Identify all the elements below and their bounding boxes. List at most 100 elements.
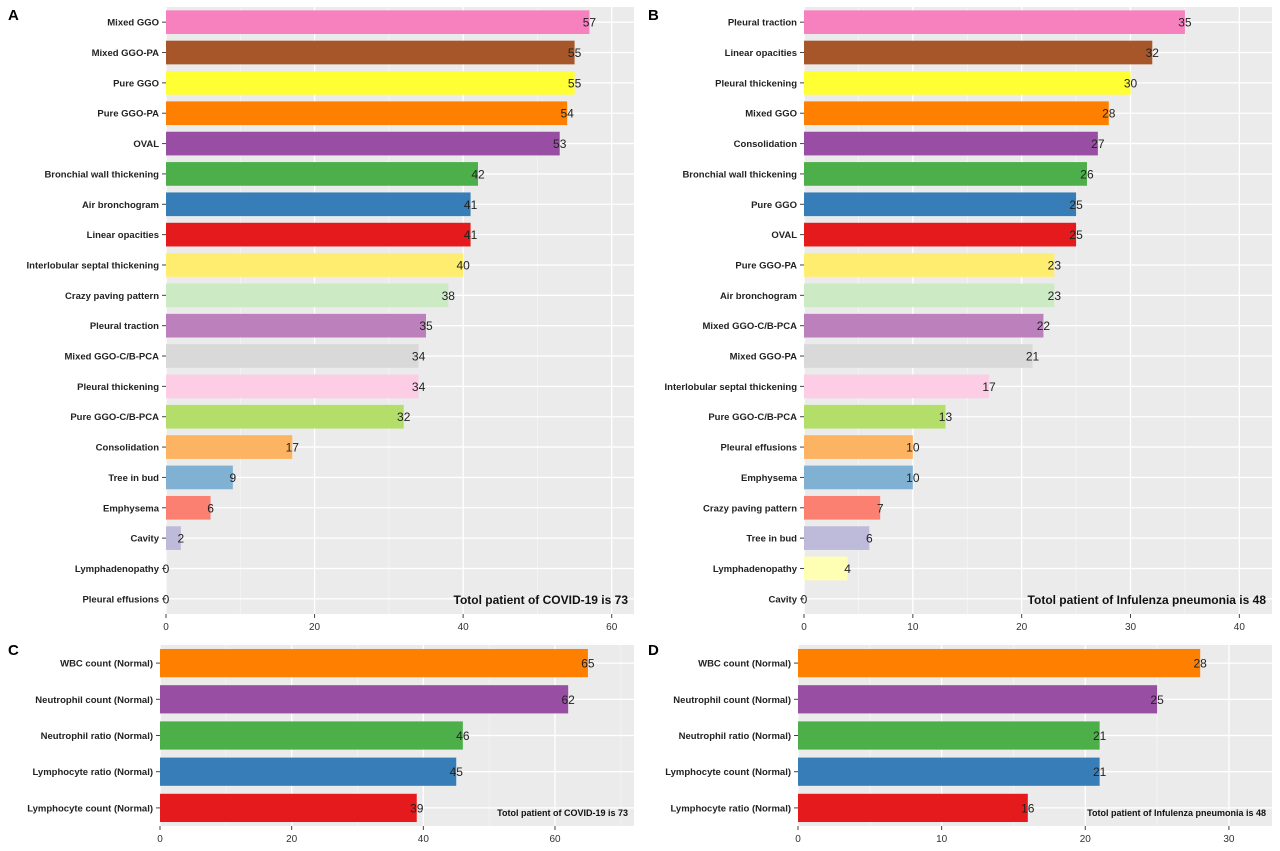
value-label: 6 [866,532,873,546]
value-label: 40 [456,258,470,272]
bar [166,404,404,429]
value-label: 23 [1048,258,1062,272]
category-label: Interlobular septal thickening [665,382,798,393]
bar [804,344,1033,368]
category-label: Neutrophil ratio (Normal) [679,731,791,742]
category-label: Pure GGO-C/B-PCA [70,412,159,423]
bar [166,495,211,520]
bar [166,435,293,459]
category-label: Pleural effusions [720,443,797,454]
value-label: 45 [450,765,464,779]
value-label: 32 [1146,46,1160,60]
x-tick-label: 40 [458,622,470,633]
category-label: Consolidation [96,443,160,454]
category-label: Mixed GGO-PA [92,48,160,59]
category-label: WBC count (Normal) [60,659,153,670]
category-label: Mixed GGO [107,18,159,29]
x-tick-label: 0 [801,622,807,633]
category-label: Pleural effusions [82,594,159,605]
value-label: 10 [906,441,920,455]
category-label: Lymphocyte count (Normal) [27,803,153,814]
value-label: 28 [1102,107,1116,121]
value-label: 21 [1093,765,1107,779]
value-label: 34 [412,380,426,394]
value-label: 38 [442,289,456,303]
bar [166,101,568,126]
value-label: 54 [560,107,574,121]
category-label: Tree in bud [108,473,159,484]
bar [166,71,575,95]
value-label: 30 [1124,76,1138,90]
category-label: Emphysema [741,473,798,484]
category-label: Linear opacities [725,48,797,59]
value-label: 0 [163,562,170,576]
x-tick-label: 0 [157,834,163,845]
category-label: Crazy paving pattern [703,503,797,514]
category-label: Pleural traction [90,321,159,332]
category-label: Linear opacities [87,230,159,241]
category-label: Crazy paving pattern [65,291,159,302]
category-label: Lymphocyte ratio (Normal) [670,803,791,814]
value-label: 17 [286,441,300,455]
value-label: 39 [410,801,424,815]
value-label: 35 [419,319,433,333]
bar [804,253,1055,277]
value-label: 41 [464,198,478,212]
panel-letter: B [648,7,659,24]
category-label: Bronchial wall thickening [44,169,159,180]
category-label: Interlobular septal thickening [27,260,160,271]
category-label: Neutrophil ratio (Normal) [41,731,153,742]
value-label: 0 [163,592,170,606]
bar [166,344,419,368]
x-tick-label: 30 [1125,622,1137,633]
category-label: Lymphocyte ratio (Normal) [32,767,153,778]
bar [166,192,471,217]
bar [798,757,1100,786]
bar [166,374,419,399]
value-label: 65 [581,657,595,671]
value-label: 22 [1037,319,1051,333]
x-tick-label: 20 [309,622,321,633]
category-label: Pure GGO-PA [97,109,159,120]
value-label: 6 [207,501,214,515]
category-label: Pleural traction [728,18,797,29]
value-label: 16 [1021,801,1035,815]
x-tick-label: 40 [1234,622,1246,633]
bar [160,793,417,823]
value-label: 34 [412,350,426,364]
bar [166,526,181,550]
bar [804,192,1077,217]
bar [804,435,913,459]
category-label: WBC count (Normal) [698,659,791,670]
value-label: 55 [568,76,582,90]
panel-letter: D [648,642,659,659]
panel-letter: A [8,7,19,24]
value-label: 28 [1194,657,1208,671]
category-label: Mixed GGO-PA [730,352,798,363]
panel-d: D 0 10 20 30 WBC count (Normal) 28 Neutrophil c… [648,642,1272,845]
value-label: 17 [982,380,996,394]
bar [166,40,575,65]
value-label: 62 [561,693,575,707]
bar [804,101,1109,126]
category-label: Neutrophil count (Normal) [35,695,153,706]
category-label: Air bronchogram [720,291,797,302]
category-label: Pure GGO-C/B-PCA [708,412,797,423]
x-tick-label: 0 [163,622,169,633]
plot-background [804,7,1272,614]
value-label: 9 [230,471,237,485]
category-label: Pure GGO [751,200,797,211]
total-patients-note: Totol patient of COVID-19 is 73 [454,593,629,607]
category-label: Pure GGO-PA [735,260,797,271]
bar [160,721,463,750]
value-label: 55 [568,46,582,60]
bar [804,465,913,490]
x-tick-label: 20 [286,834,298,845]
x-tick-label: 20 [1016,622,1028,633]
value-label: 4 [844,562,851,576]
category-label: OVAL [771,230,797,241]
category-label: Bronchial wall thickening [682,169,797,180]
bar [804,495,881,520]
panel-c: C 0 20 40 60 WBC count (Normal) 65 Neutrophil c… [8,642,634,845]
bar [804,556,848,581]
